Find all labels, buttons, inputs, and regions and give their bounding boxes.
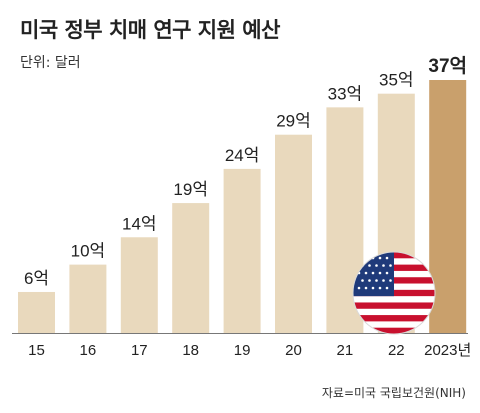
- bar-16: [69, 264, 107, 333]
- x-tick-label-17: 17: [131, 342, 148, 359]
- x-tick-label-22: 22: [388, 342, 405, 359]
- data-label-22: 35억: [379, 71, 414, 90]
- x-tick-label-16: 16: [80, 342, 97, 359]
- x-tick-label-18: 18: [182, 342, 199, 359]
- unit-label: 단위: 달러: [20, 55, 81, 71]
- data-label-19: 24억: [225, 146, 260, 165]
- data-label-16: 10억: [71, 242, 106, 261]
- x-tick-label-20: 20: [285, 342, 302, 359]
- data-label-21: 33억: [328, 84, 363, 103]
- x-tick-label-19: 19: [234, 342, 251, 359]
- data-label-2023년: 37억: [428, 55, 467, 77]
- us-flag-icon: [352, 251, 436, 335]
- x-tick-label-2023년: 2023년: [424, 342, 471, 359]
- x-tick-label-21: 21: [337, 342, 354, 359]
- x-tick-label-15: 15: [28, 342, 45, 359]
- data-label-18: 19억: [173, 180, 208, 199]
- bar-17: [120, 237, 158, 333]
- data-label-15: 6억: [24, 269, 49, 288]
- labels-group: 6억 15 10억 16 14억 17 19억 18 24억 19 29억 20 33억 21 35억 22 3…: [24, 55, 471, 359]
- chart-title: 미국 정부 치매 연구 지원 예산: [20, 18, 280, 42]
- bars-group: [18, 80, 467, 333]
- source-note: 자료=미국 국립보건원(NIH): [321, 386, 466, 400]
- data-label-17: 14억: [122, 214, 157, 233]
- bar-18: [172, 203, 210, 333]
- bar-20: [275, 134, 312, 333]
- bar-15: [18, 291, 55, 333]
- bar-19: [223, 168, 261, 333]
- data-label-20: 29억: [276, 112, 311, 131]
